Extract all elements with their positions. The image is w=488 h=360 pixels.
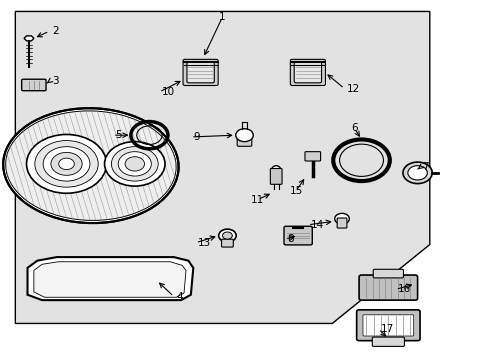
- Polygon shape: [34, 262, 185, 297]
- FancyBboxPatch shape: [305, 152, 320, 161]
- Circle shape: [104, 141, 164, 186]
- Text: 15: 15: [289, 186, 302, 196]
- Text: 7: 7: [422, 162, 428, 172]
- Text: 11: 11: [250, 195, 264, 205]
- Circle shape: [402, 162, 431, 184]
- FancyBboxPatch shape: [356, 310, 419, 341]
- Ellipse shape: [3, 108, 178, 223]
- Text: 3: 3: [52, 76, 59, 86]
- FancyBboxPatch shape: [294, 62, 321, 83]
- FancyBboxPatch shape: [336, 218, 346, 228]
- Polygon shape: [15, 12, 429, 323]
- Circle shape: [218, 229, 236, 242]
- Circle shape: [407, 166, 427, 180]
- Text: 17: 17: [380, 324, 393, 334]
- Text: 10: 10: [161, 87, 174, 97]
- Text: 4: 4: [176, 292, 183, 302]
- Text: 5: 5: [115, 130, 122, 140]
- Circle shape: [118, 152, 151, 176]
- Text: 6: 6: [350, 123, 357, 133]
- Circle shape: [26, 134, 106, 193]
- Circle shape: [59, 158, 74, 170]
- FancyBboxPatch shape: [183, 59, 218, 86]
- FancyBboxPatch shape: [372, 269, 403, 278]
- FancyBboxPatch shape: [270, 168, 282, 184]
- FancyBboxPatch shape: [284, 226, 312, 245]
- FancyBboxPatch shape: [371, 337, 404, 346]
- Circle shape: [35, 140, 98, 187]
- Text: 8: 8: [287, 234, 293, 244]
- Circle shape: [111, 147, 158, 181]
- Text: 13: 13: [198, 238, 211, 248]
- FancyBboxPatch shape: [358, 275, 417, 300]
- Circle shape: [125, 157, 144, 171]
- Circle shape: [235, 129, 253, 141]
- FancyBboxPatch shape: [290, 59, 325, 86]
- FancyBboxPatch shape: [362, 315, 413, 336]
- Circle shape: [334, 213, 348, 224]
- FancyBboxPatch shape: [21, 79, 46, 91]
- Circle shape: [43, 147, 90, 181]
- Circle shape: [51, 152, 82, 175]
- FancyBboxPatch shape: [237, 136, 251, 146]
- Polygon shape: [24, 36, 34, 41]
- Text: 16: 16: [397, 284, 410, 294]
- Text: 14: 14: [310, 220, 323, 230]
- Text: 9: 9: [193, 132, 200, 142]
- Polygon shape: [27, 257, 193, 300]
- FancyBboxPatch shape: [186, 62, 214, 83]
- Ellipse shape: [271, 166, 281, 176]
- Text: 12: 12: [346, 84, 359, 94]
- FancyBboxPatch shape: [221, 239, 233, 247]
- Ellipse shape: [6, 111, 176, 220]
- Text: 2: 2: [52, 26, 59, 36]
- Text: 1: 1: [219, 12, 225, 22]
- Circle shape: [222, 232, 232, 239]
